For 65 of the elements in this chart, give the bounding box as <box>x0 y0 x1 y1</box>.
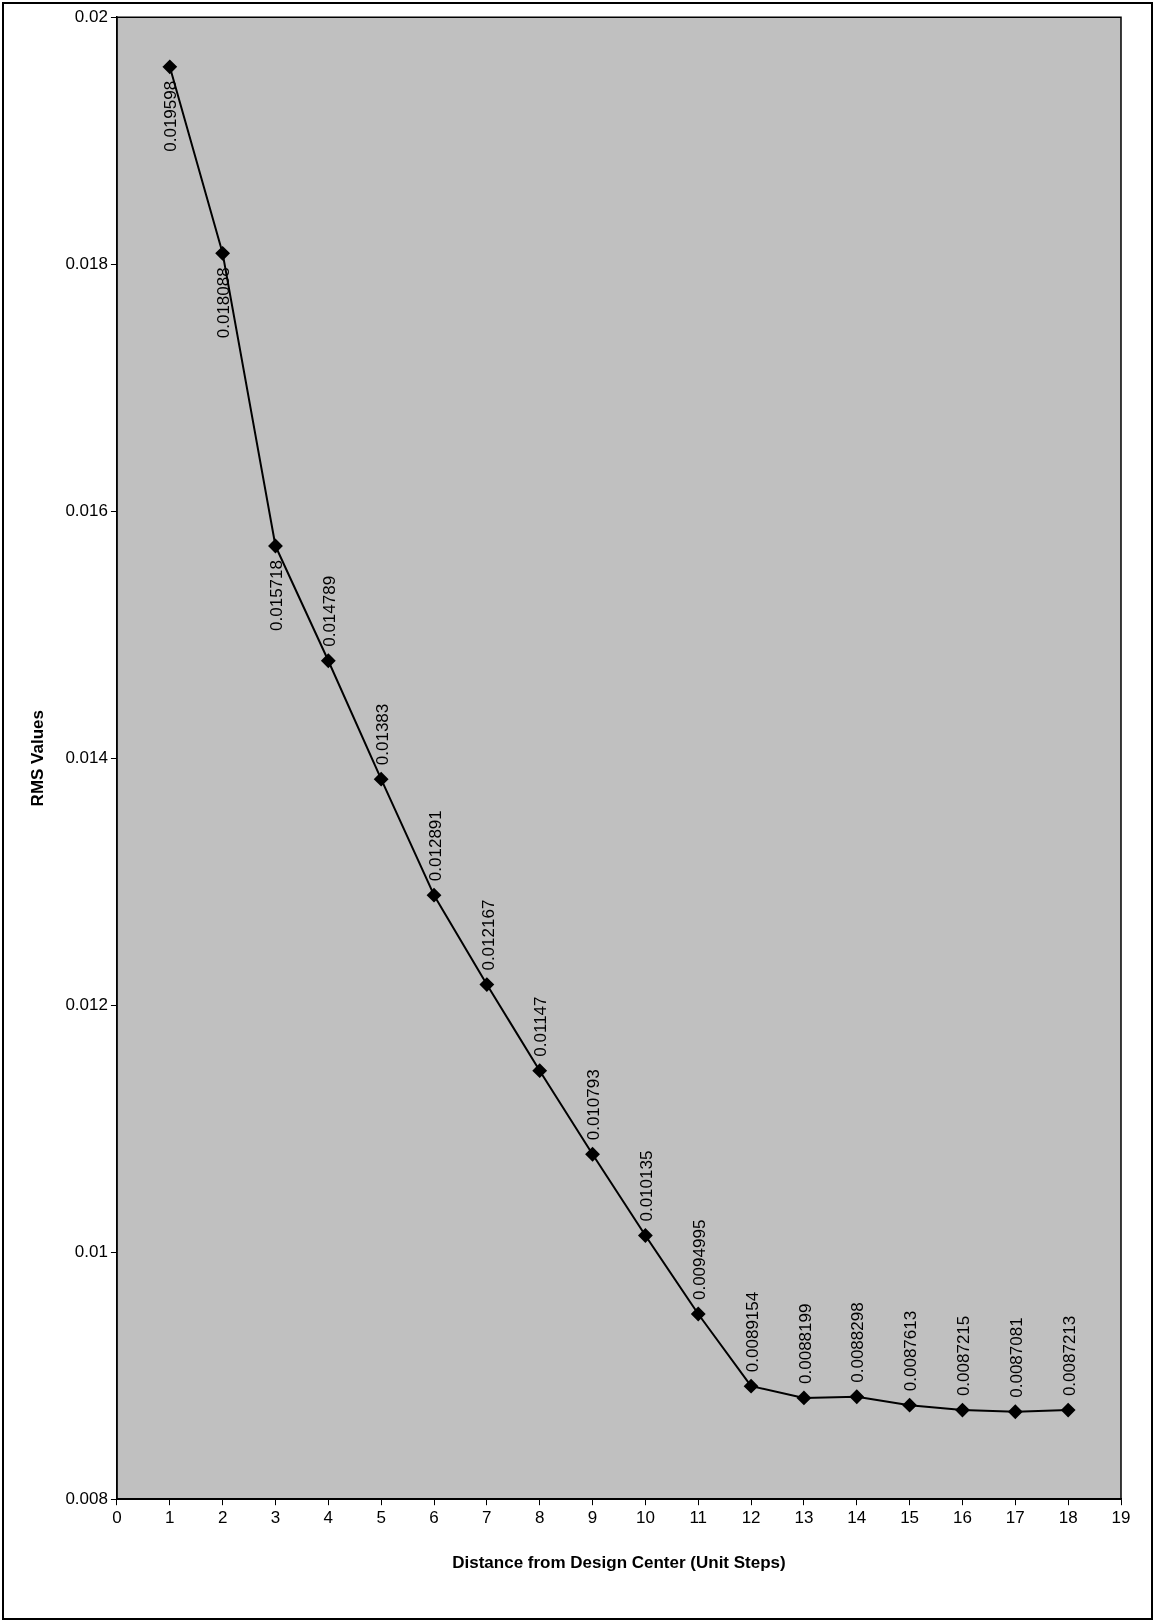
point <box>479 977 494 992</box>
data-label: 0.018088 <box>214 267 234 339</box>
point <box>849 1389 864 1404</box>
data-label: 0.0088199 <box>795 1303 815 1384</box>
y-tick-label: 0.018 <box>65 253 108 273</box>
data-label: 0.0087081 <box>1007 1317 1026 1398</box>
point <box>1008 1404 1023 1419</box>
x-tick-label: 3 <box>270 1508 281 1528</box>
x-tick-label: 12 <box>741 1508 761 1528</box>
point <box>215 246 230 261</box>
x-tick-label: 5 <box>376 1508 386 1528</box>
x-tick-label: 1 <box>165 1508 175 1528</box>
point <box>902 1398 917 1413</box>
y-axis-title: RMS Values <box>27 710 47 807</box>
y-tick-label: 0.02 <box>74 6 108 26</box>
data-label: 0.010135 <box>637 1150 657 1222</box>
y-tick-label: 0.008 <box>65 1488 108 1508</box>
point <box>585 1147 600 1162</box>
x-tick-label: 10 <box>635 1508 655 1528</box>
x-tick-label: 16 <box>953 1508 972 1528</box>
x-tick-label: 2 <box>217 1508 228 1528</box>
point <box>268 539 283 554</box>
data-label: 0.0087213 <box>1059 1315 1079 1397</box>
x-tick-label: 0 <box>112 1508 122 1528</box>
x-tick-label: 8 <box>534 1508 545 1528</box>
point <box>162 59 177 74</box>
point <box>691 1307 706 1322</box>
y-tick-label: 0.014 <box>65 747 108 767</box>
data-label: 0.010793 <box>584 1069 604 1141</box>
data-label: 0.01383 <box>372 703 392 766</box>
point <box>796 1390 811 1405</box>
x-tick-label: 18 <box>1058 1508 1078 1528</box>
point <box>955 1403 970 1418</box>
x-tick-label: 17 <box>1005 1508 1025 1528</box>
x-tick-label: 19 <box>1111 1508 1131 1528</box>
point <box>744 1379 759 1394</box>
data-label: 0.0094995 <box>689 1219 709 1301</box>
point <box>321 653 336 668</box>
x-tick-label: 15 <box>900 1508 920 1528</box>
data-label: 0.01147 <box>531 996 551 1057</box>
data-label: 0.015718 <box>267 560 287 631</box>
x-tick-label: 6 <box>429 1508 439 1528</box>
x-axis-title: Distance from Design Center (Unit Steps) <box>452 1553 786 1573</box>
x-tick-label: 14 <box>847 1508 867 1528</box>
point <box>532 1063 547 1078</box>
x-tick-label: 13 <box>794 1508 814 1528</box>
data-label: 0.0088298 <box>848 1302 868 1383</box>
x-tick-label: 7 <box>482 1508 492 1528</box>
data-label: 0.0089154 <box>742 1291 762 1373</box>
data-label: 0.012167 <box>478 899 498 971</box>
point <box>374 772 389 787</box>
data-label: 0.019598 <box>161 80 181 152</box>
x-tick-label: 9 <box>587 1508 598 1528</box>
x-tick-label: 11 <box>689 1508 708 1528</box>
y-tick-label: 0.01 <box>74 1241 108 1261</box>
data-label: 0.0087613 <box>901 1310 921 1392</box>
point <box>638 1228 653 1243</box>
y-tick-label: 0.016 <box>65 500 108 520</box>
data-label: 0.012891 <box>425 810 445 882</box>
y-tick-label: 0.012 <box>65 994 108 1014</box>
data-label: 0.014789 <box>320 575 340 647</box>
data-label: 0.0087215 <box>954 1315 974 1397</box>
x-tick-label: 4 <box>323 1508 334 1528</box>
point <box>1061 1403 1076 1418</box>
point <box>427 888 442 903</box>
